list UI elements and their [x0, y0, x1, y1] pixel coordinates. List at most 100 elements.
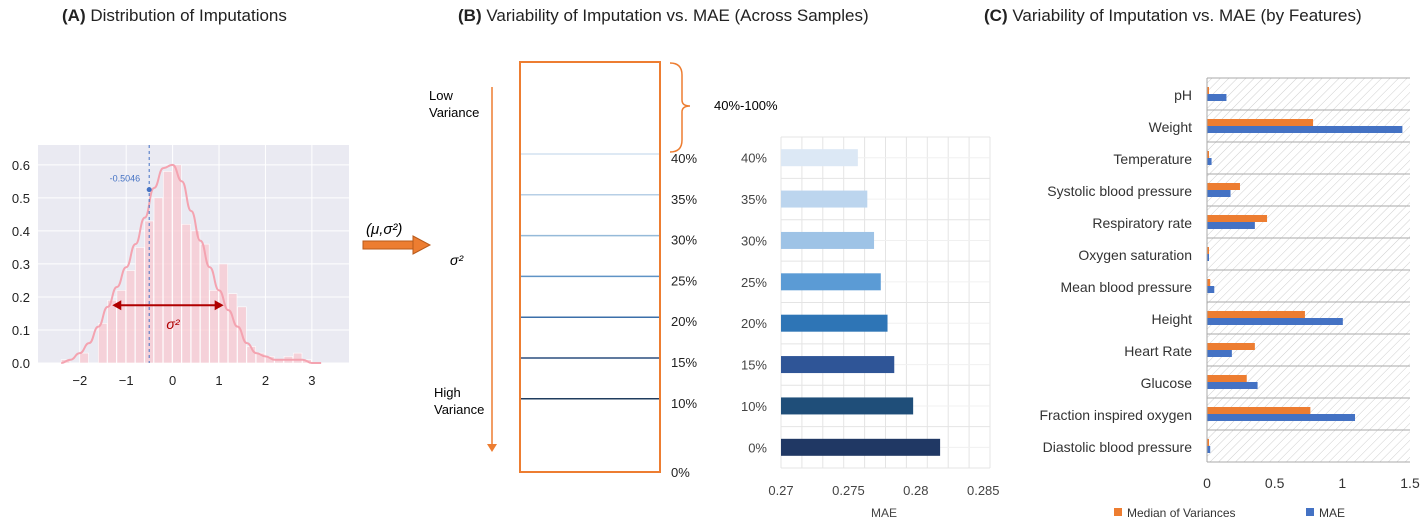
level-label: 20%	[671, 314, 697, 329]
feature-label: Systolic blood pressure	[1047, 183, 1192, 199]
mae-bar	[781, 438, 941, 456]
mae-bar	[1207, 222, 1255, 229]
mae-bar	[781, 356, 895, 374]
histogram-bar	[228, 293, 238, 364]
spread-arrowhead-left	[112, 300, 122, 311]
y-tick-label: 0.1	[12, 323, 30, 338]
variance-bar	[1207, 247, 1209, 254]
y-tick-label: 0.0	[12, 356, 30, 371]
variance-bar	[1207, 343, 1255, 350]
x-tick-label: 0.275	[832, 483, 865, 498]
level-label: 10%	[671, 396, 697, 411]
variance-bar	[1207, 215, 1268, 222]
x-tick-label: 0.285	[967, 483, 1000, 498]
mae-by-feature-chart: pH Weight Temperature Systolic blood pressu…	[1039, 77, 1420, 520]
distribution-chart: −2 −1 0 1 2 3 0.0 0.1 0.2 0.3 0.4 0.5 0.6 -0.5046 σ²	[12, 145, 349, 388]
feature-label: Oxygen saturation	[1078, 247, 1192, 263]
histogram-bar	[107, 299, 117, 364]
x-tick-label: 0.27	[768, 483, 793, 498]
variance-bar	[1207, 279, 1211, 286]
x-tick-label: 0	[169, 373, 176, 388]
mae-bar	[781, 314, 888, 332]
mae-bar	[1207, 126, 1403, 133]
histogram-bar	[153, 197, 164, 364]
histogram-bar	[79, 352, 89, 364]
variance-bar	[1207, 183, 1240, 190]
x-tick-label: 2	[262, 373, 269, 388]
x-tick-label: 1	[1338, 475, 1346, 491]
histogram-bar	[163, 171, 173, 364]
category-label: 10%	[741, 399, 767, 414]
mae-bar	[1207, 94, 1227, 101]
category-label: 20%	[741, 316, 767, 331]
high-variance-label: High Variance	[434, 385, 484, 417]
histogram-bar	[218, 263, 229, 364]
variance-bar	[1207, 151, 1209, 158]
arrow-label: (μ,σ²)	[366, 221, 402, 238]
category-label: 15%	[741, 358, 767, 373]
histogram-bar	[181, 223, 191, 364]
legend-label: MAE	[1319, 506, 1345, 520]
mae-bar	[1207, 158, 1212, 165]
kde-curve	[61, 163, 322, 365]
histogram-bar	[209, 290, 219, 364]
brace-label: 40%-100%	[714, 98, 778, 113]
feature-label: Heart Rate	[1124, 343, 1192, 359]
mae-bar	[1207, 190, 1231, 197]
x-tick-label: 0.28	[903, 483, 928, 498]
panel-a-title: (A) Distribution of Imputations	[62, 6, 287, 25]
variance-bar	[1207, 311, 1305, 318]
legend-swatch	[1306, 508, 1314, 516]
spread-arrowhead-right	[214, 300, 224, 311]
histogram-bar	[292, 352, 303, 364]
histogram-bar	[98, 323, 108, 364]
top-bin-brace	[669, 62, 691, 153]
histogram-bar	[172, 164, 182, 364]
spread-label: σ²	[166, 316, 180, 332]
feature-label: Glucose	[1141, 375, 1193, 391]
legend-label: Median of Variances	[1127, 506, 1236, 520]
category-label: 30%	[741, 233, 767, 248]
y-tick-label: 0.6	[12, 158, 30, 173]
level-label: 0%	[671, 465, 690, 480]
x-tick-label: 0	[1203, 475, 1211, 491]
y-tick-label: 0.3	[12, 257, 30, 272]
mae-bar	[1207, 350, 1232, 357]
mae-bar	[1207, 446, 1211, 453]
variance-bar	[1207, 119, 1314, 126]
legend: Median of Variances MAE	[1114, 506, 1345, 520]
histogram-bar	[116, 290, 126, 364]
mean-label: -0.5046	[110, 174, 141, 184]
x-tick-label: −1	[119, 373, 134, 388]
mean-point	[146, 187, 152, 193]
mae-bar	[1207, 414, 1356, 421]
level-label: 40%	[671, 151, 697, 166]
variance-bar	[1207, 87, 1209, 94]
mae-bar	[1207, 318, 1343, 325]
level-label: 25%	[671, 273, 697, 288]
mae-bar	[781, 190, 868, 208]
variance-axis-label: σ²	[450, 252, 464, 268]
category-label: 35%	[741, 192, 767, 207]
mae-bar	[1207, 286, 1215, 293]
y-tick-label: 0.2	[12, 290, 30, 305]
samples-box	[519, 61, 661, 473]
mae-bar	[781, 397, 914, 415]
legend-swatch	[1114, 508, 1122, 516]
parameter-arrow: (μ,σ²)	[362, 221, 432, 255]
histogram-bar	[190, 230, 201, 364]
level-label: 15%	[671, 355, 697, 370]
mae-bar	[781, 149, 858, 167]
panel-c-title: (C) Variability of Imputation vs. MAE (b…	[984, 6, 1362, 25]
feature-label: Temperature	[1113, 151, 1192, 167]
panel-b-title: (B) Variability of Imputation vs. MAE (A…	[458, 6, 869, 25]
x-tick-label: 1	[215, 373, 222, 388]
variance-bar	[1207, 375, 1247, 382]
histogram-bar	[125, 270, 136, 364]
y-tick-label: 0.4	[12, 224, 30, 239]
feature-label: Weight	[1149, 119, 1192, 135]
variance-axis-arrowhead	[487, 444, 497, 452]
mae-by-bin-chart: 40% 35% 30% 25% 20% 15% 10% 0% 0.27 0.275 0.28 0.2…	[741, 136, 1000, 520]
mae-bar	[781, 231, 875, 249]
